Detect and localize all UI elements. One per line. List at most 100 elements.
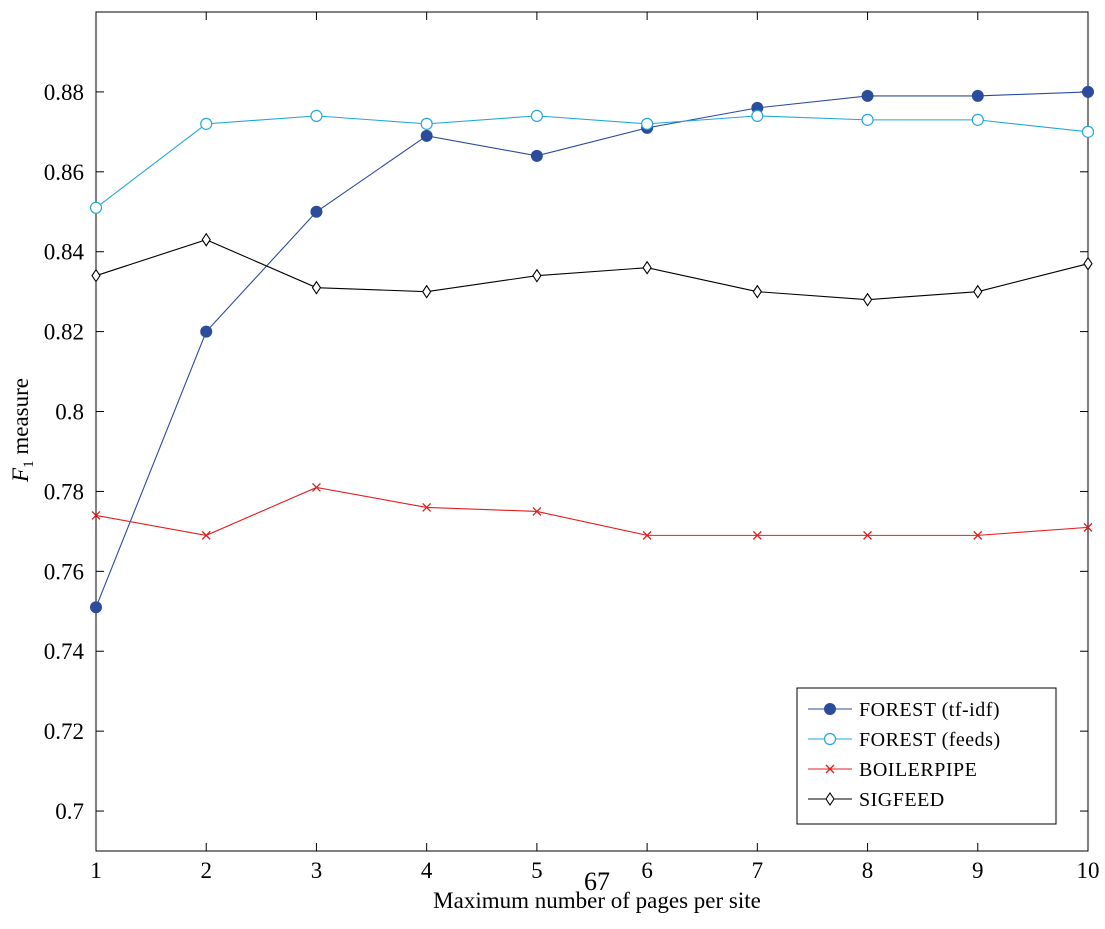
- legend: FOREST (tf-idf) FOREST (feeds) BOILERPIPE S…: [796, 687, 1057, 825]
- data-point-stroke-b: [1083, 522, 1093, 532]
- data-point: [1083, 522, 1093, 532]
- data-point-stroke-b: [532, 506, 542, 516]
- data-point: [530, 149, 543, 162]
- data-point-stroke-b: [422, 502, 432, 512]
- data-point: [641, 117, 654, 130]
- data-point: [89, 201, 103, 214]
- data-point: [311, 280, 322, 295]
- y-tick-label: 0.7: [55, 799, 84, 824]
- y-tick-label: 0.76: [44, 559, 84, 584]
- data-point: [861, 89, 874, 102]
- data-point: [530, 109, 543, 122]
- legend-label: SIGFEED: [859, 789, 945, 811]
- x-tick-label: 9: [972, 858, 984, 883]
- y-tick-label: 0.74: [44, 639, 85, 664]
- y-tick-label: 0.78: [44, 479, 84, 504]
- data-point: [310, 109, 323, 122]
- legend-item: BOILERPIPE: [808, 759, 977, 781]
- y-tick-label: 0.8: [55, 400, 84, 425]
- x-tick-label: 10: [1077, 858, 1100, 883]
- series-line: [95, 91, 1089, 608]
- data-point: [971, 113, 984, 126]
- data-point: [91, 510, 101, 520]
- legend-label: FOREST (tf-idf): [859, 699, 1000, 721]
- plot-area: [95, 11, 1089, 852]
- data-point: [863, 530, 873, 540]
- data-point: [420, 129, 433, 142]
- data-point-stroke-b: [863, 530, 873, 540]
- legend-marker-stroke-b: [825, 764, 835, 774]
- data-point-stroke-b: [311, 482, 321, 492]
- data-point-stroke-b: [973, 530, 983, 540]
- data-point: [1083, 256, 1093, 271]
- series-2: [91, 482, 1093, 540]
- legend-marker: [823, 732, 837, 746]
- legend-item: FOREST (feeds): [808, 729, 1001, 751]
- y-axis-title-main: F: [8, 467, 33, 483]
- series-line: [95, 239, 1089, 301]
- data-point: [422, 284, 432, 299]
- series-1: [89, 109, 1095, 214]
- data-point: [310, 205, 323, 218]
- axis-ticks: 1 2 3 4 5 6 7 8 9 10 0.7 0.72 0.74 0.76 0.78 0.8 0.82 0.8…: [44, 12, 1100, 883]
- legend-box: [796, 687, 1057, 825]
- data-point-stroke-b: [642, 530, 652, 540]
- data-point: [752, 530, 762, 540]
- x-tick-label: 5: [531, 858, 543, 883]
- data-point-stroke-b: [91, 510, 101, 520]
- data-point: [752, 284, 762, 299]
- data-point: [311, 482, 321, 492]
- x-tick-label: 1: [90, 858, 102, 883]
- legend-marker: [824, 703, 836, 715]
- data-point: [532, 506, 542, 516]
- y-axis-title-subscript: 1: [21, 460, 37, 468]
- series-3: [91, 232, 1093, 307]
- data-point: [1082, 85, 1094, 98]
- data-point: [90, 601, 102, 614]
- x-tick-label: 3: [311, 858, 323, 883]
- series-0: [90, 85, 1094, 614]
- data-point: [973, 284, 983, 299]
- data-point: [973, 530, 983, 540]
- y-tick-label: 0.88: [44, 80, 84, 105]
- data-point: [200, 325, 213, 338]
- y-tick-label: 0.86: [44, 160, 84, 185]
- legend-label: BOILERPIPE: [859, 759, 977, 781]
- series-line: [95, 486, 1089, 536]
- data-point: [422, 502, 432, 512]
- x-tick-label: 2: [200, 858, 212, 883]
- legend-item: SIGFEED: [808, 789, 945, 811]
- y-axis-title-rest: measure: [8, 378, 33, 460]
- legend-label: FOREST (feeds): [859, 729, 1001, 751]
- data-point: [201, 530, 211, 540]
- data-point: [642, 260, 652, 275]
- data-point: [532, 268, 542, 283]
- y-axis-title: F1 measure: [8, 378, 37, 483]
- data-point-stroke-b: [752, 530, 762, 540]
- data-point: [200, 117, 213, 130]
- x-tick-label: 6: [641, 858, 653, 883]
- data-point: [862, 292, 873, 307]
- x-tick-label: 4: [421, 858, 433, 883]
- legend-marker: [825, 792, 835, 806]
- y-tick-label: 0.84: [44, 240, 85, 265]
- legend-item: FOREST (tf-idf): [808, 699, 1000, 721]
- data-point: [971, 89, 984, 102]
- x-tick-label: 8: [862, 858, 874, 883]
- x-tick-label: 7: [752, 858, 764, 883]
- data-point: [201, 232, 211, 247]
- data-point: [91, 268, 101, 283]
- series-layer: [89, 85, 1095, 614]
- data-point: [642, 530, 652, 540]
- data-point-stroke-b: [201, 530, 211, 540]
- data-point: [751, 109, 764, 122]
- series-line: [95, 115, 1089, 209]
- legend-marker: [825, 764, 835, 774]
- plot-frame: [95, 11, 1089, 852]
- data-point: [861, 113, 874, 126]
- data-point: [1081, 125, 1095, 138]
- y-tick-label: 0.82: [44, 320, 84, 345]
- y-tick-label: 0.72: [44, 719, 84, 744]
- data-point: [420, 117, 433, 130]
